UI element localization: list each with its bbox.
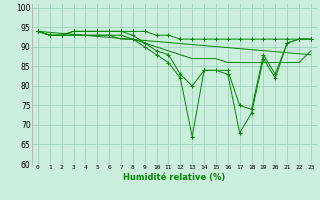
X-axis label: Humidité relative (%): Humidité relative (%)	[123, 173, 226, 182]
